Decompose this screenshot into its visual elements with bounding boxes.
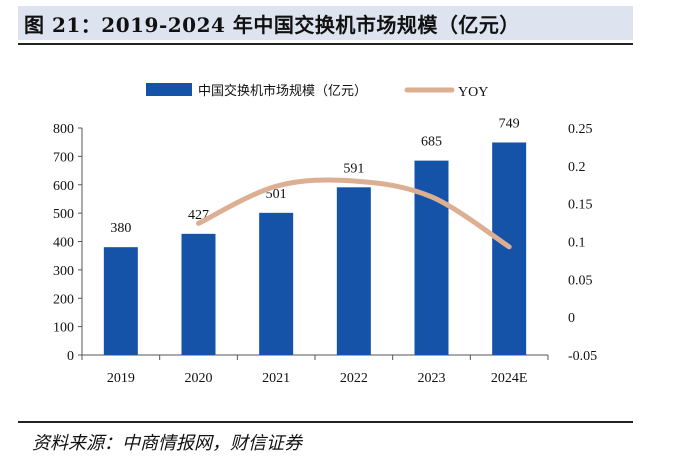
data-label: 380 xyxy=(110,221,131,236)
legend-line-label: YOY xyxy=(458,85,488,100)
data-label: 749 xyxy=(499,116,520,131)
y-left-tick-label: 800 xyxy=(53,122,74,137)
legend-bar-swatch xyxy=(146,83,192,96)
bar xyxy=(181,233,216,355)
top-rule xyxy=(18,43,633,45)
y-right-tick-label: 0.1 xyxy=(568,236,586,251)
y-right-tick-label: 0.25 xyxy=(568,122,593,137)
y-left-tick-label: 300 xyxy=(53,264,74,279)
data-label: 591 xyxy=(343,161,364,176)
y-right-tick-label: 0.2 xyxy=(568,160,586,175)
data-label: 501 xyxy=(266,187,287,202)
x-tick-label: 2021 xyxy=(262,371,290,386)
y-left-tick-label: 600 xyxy=(53,179,74,194)
x-tick-label: 2024E xyxy=(491,371,528,386)
x-tick-label: 2022 xyxy=(340,371,368,386)
data-label: 685 xyxy=(421,135,442,150)
source-note: 资料来源：中商情报网，财信证券 xyxy=(32,433,302,454)
y-left-tick-label: 700 xyxy=(53,150,74,165)
y-left-tick-label: 0 xyxy=(67,349,74,364)
x-tick-label: 2020 xyxy=(185,371,213,386)
y-right-tick-label: 0.15 xyxy=(568,198,593,213)
x-tick-label: 2019 xyxy=(107,371,135,386)
y-right-tick-label: -0.05 xyxy=(568,349,597,364)
y-left-tick-label: 400 xyxy=(53,236,74,251)
x-tick-label: 2023 xyxy=(418,371,446,386)
y-left-tick-label: 200 xyxy=(53,292,74,307)
bar xyxy=(103,247,138,355)
y-left-tick-label: 100 xyxy=(53,321,74,336)
bottom-rule xyxy=(18,421,633,423)
y-right-tick-label: 0.05 xyxy=(568,273,593,288)
bar xyxy=(336,187,371,355)
bar xyxy=(259,212,294,355)
y-left-tick-label: 500 xyxy=(53,207,74,222)
figure-title: 图 21：2019-2024 年中国交换机市场规模（亿元） xyxy=(24,12,520,37)
title-band: 图 21：2019-2024 年中国交换机市场规模（亿元） xyxy=(18,6,633,40)
y-right-tick-label: 0 xyxy=(568,311,575,326)
legend-bar-label: 中国交换机市场规模（亿元） xyxy=(198,83,367,99)
